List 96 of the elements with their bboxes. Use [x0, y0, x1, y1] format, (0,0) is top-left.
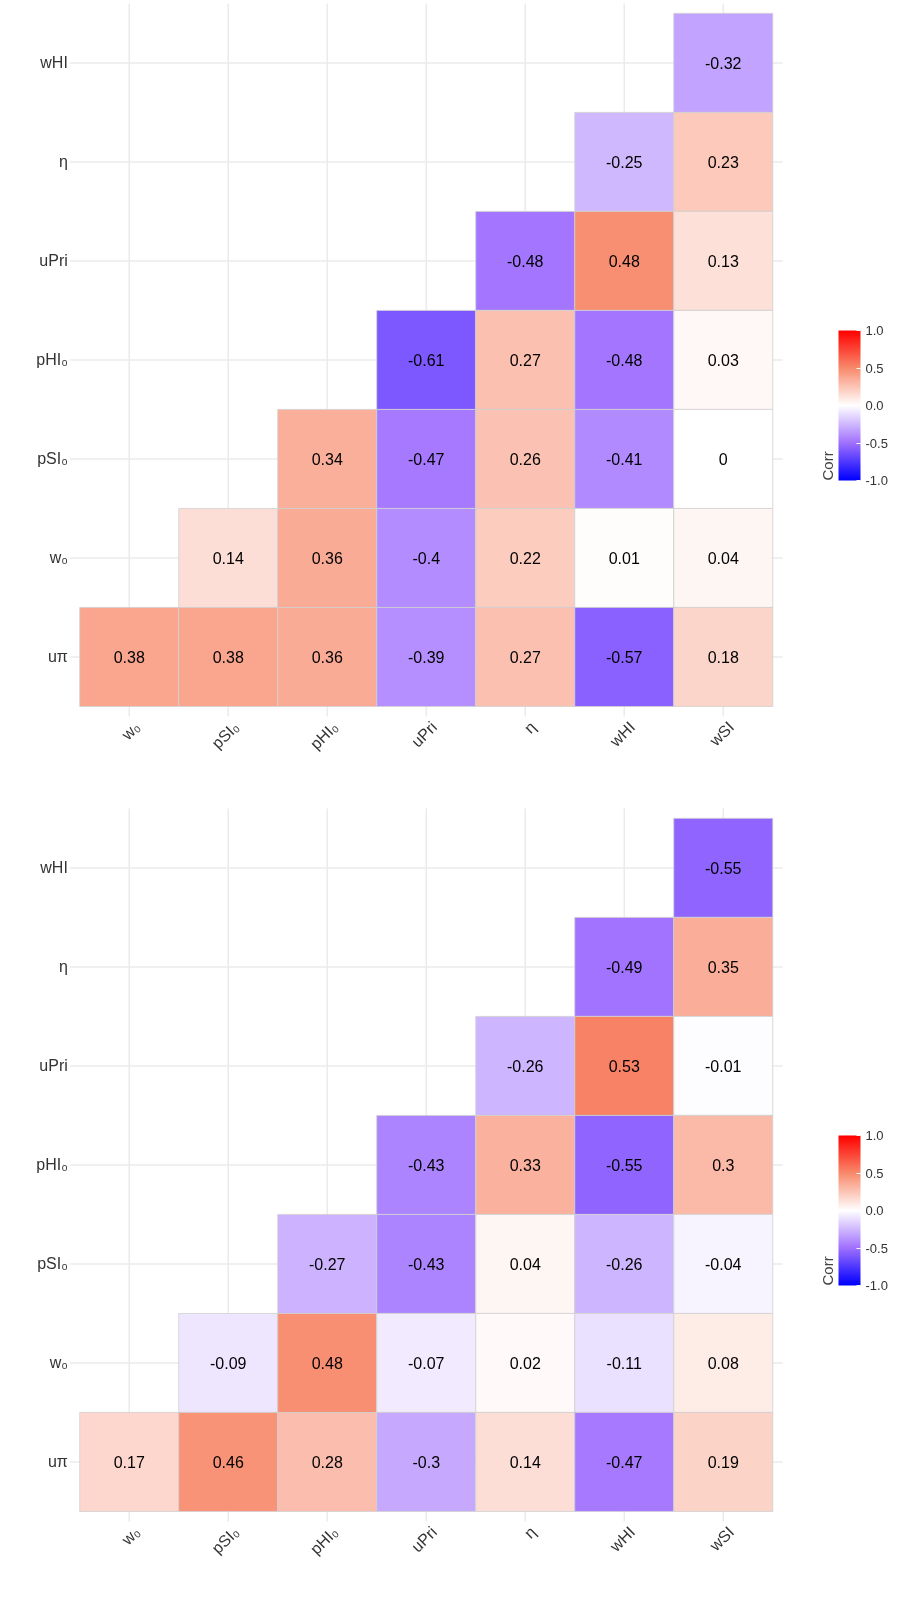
y-tick-label: w₀: [48, 549, 68, 567]
color-bar-label: 1.0: [865, 1128, 884, 1143]
data-label: -0.61: [408, 351, 445, 369]
color-bar-label: 0.5: [865, 360, 884, 376]
data-label: 0.13: [707, 252, 739, 270]
data-label: -0.11: [606, 1354, 642, 1372]
x-tick-label: uPri: [408, 718, 441, 751]
data-label: 0.22: [509, 549, 541, 567]
data-label: -0.09: [209, 1354, 247, 1372]
x-tick-label: wHI: [605, 718, 639, 751]
color-bar-label: 0.0: [865, 1203, 884, 1218]
y-tick-label: pHI₀: [36, 351, 68, 369]
data-label: -0.26: [507, 1057, 544, 1075]
data-label: 0.3: [712, 1156, 735, 1174]
color-bar-label: -0.5: [865, 1240, 888, 1256]
data-label: -0.04: [705, 1255, 742, 1273]
data-label: 0.01: [608, 549, 640, 567]
data-label: -0.55: [606, 1156, 643, 1174]
data-label: -0.43: [408, 1156, 445, 1174]
data-label: -0.26: [606, 1255, 643, 1273]
data-label: 0.19: [707, 1453, 739, 1471]
data-label: -0.49: [606, 958, 643, 976]
data-label: 0.53: [608, 1057, 640, 1075]
y-tick-label: pSI₀: [37, 450, 68, 468]
data-label: 0.14: [212, 549, 244, 567]
color-bar-label: 0.5: [865, 1165, 884, 1181]
data-label: 0.34: [311, 450, 343, 468]
x-tick-label: η: [520, 718, 540, 737]
x-tick-label: uPri: [408, 1523, 441, 1556]
x-tick-label: wSI: [705, 718, 738, 750]
y-tick-label: uPri: [39, 252, 68, 270]
y-tick-label: wHI: [39, 54, 68, 72]
color-bar-title: Corr: [818, 1256, 836, 1286]
data-label: 0.36: [311, 648, 343, 666]
data-label: 0.35: [707, 958, 739, 976]
x-tick-label: wHI: [605, 1523, 639, 1556]
color-bar-label: -1.0: [865, 473, 888, 488]
data-label: -0.57: [606, 648, 643, 666]
data-label: 0.26: [509, 450, 541, 468]
data-label: 0.33: [509, 1156, 541, 1174]
x-tick-label: pHI₀: [306, 1523, 342, 1558]
color-bar-label: 1.0: [865, 323, 884, 338]
data-label: -0.32: [705, 54, 742, 72]
color-bar-label: -1.0: [865, 1278, 888, 1293]
color-bar-label: -0.5: [865, 435, 888, 451]
data-label: 0.02: [509, 1354, 541, 1372]
data-label: -0.39: [408, 648, 445, 666]
data-label: 0.17: [113, 1453, 145, 1471]
y-tick-label: η: [58, 958, 68, 976]
data-label: -0.25: [606, 153, 643, 171]
data-label: 0.04: [509, 1255, 541, 1273]
data-label: -0.3: [412, 1453, 441, 1471]
data-label: 0.27: [509, 648, 541, 666]
y-tick-label: pSI₀: [37, 1255, 68, 1273]
data-label: 0.48: [608, 252, 640, 270]
data-label: 0.14: [509, 1453, 541, 1471]
data-label: -0.4: [412, 549, 441, 567]
data-label: -0.48: [606, 351, 643, 369]
data-label: -0.01: [705, 1057, 742, 1075]
data-label: 0.38: [113, 648, 145, 666]
data-label: 0.27: [509, 351, 541, 369]
data-label: 0: [718, 450, 728, 468]
y-tick-label: w₀: [48, 1354, 68, 1372]
x-tick-label: pSI₀: [208, 718, 243, 752]
color-bar-label: 0.0: [865, 398, 884, 413]
x-tick-label: w₀: [117, 1523, 144, 1549]
data-label: 0.04: [707, 549, 739, 567]
data-label: 0.48: [311, 1354, 343, 1372]
data-label: 0.03: [707, 351, 739, 369]
data-label: 0.36: [311, 549, 343, 567]
data-label: 0.28: [311, 1453, 343, 1471]
x-tick-label: η: [520, 1523, 540, 1542]
data-label: 0.08: [707, 1354, 739, 1372]
data-label: -0.47: [606, 1453, 643, 1471]
data-label: 0.18: [707, 648, 739, 666]
x-tick-label: pHI₀: [306, 718, 342, 753]
data-label: 0.38: [212, 648, 244, 666]
y-tick-label: η: [58, 153, 68, 171]
data-label: -0.27: [309, 1255, 346, 1273]
y-tick-label: wHI: [39, 859, 68, 877]
data-label: -0.48: [507, 252, 544, 270]
data-label: 0.23: [707, 153, 739, 171]
data-label: 0.46: [212, 1453, 244, 1471]
y-tick-label: uπ: [47, 648, 68, 666]
data-label: -0.55: [705, 859, 742, 877]
y-tick-label: uπ: [47, 1453, 68, 1471]
x-tick-label: wSI: [705, 1523, 738, 1555]
y-tick-label: pHI₀: [36, 1156, 68, 1174]
data-label: -0.43: [408, 1255, 445, 1273]
x-tick-label: w₀: [117, 718, 144, 744]
data-label: -0.41: [606, 450, 643, 468]
x-tick-label: pSI₀: [208, 1523, 243, 1557]
y-tick-label: uPri: [39, 1057, 68, 1075]
data-label: -0.47: [408, 450, 445, 468]
data-label: -0.07: [408, 1354, 445, 1372]
color-bar-title: Corr: [818, 451, 836, 481]
